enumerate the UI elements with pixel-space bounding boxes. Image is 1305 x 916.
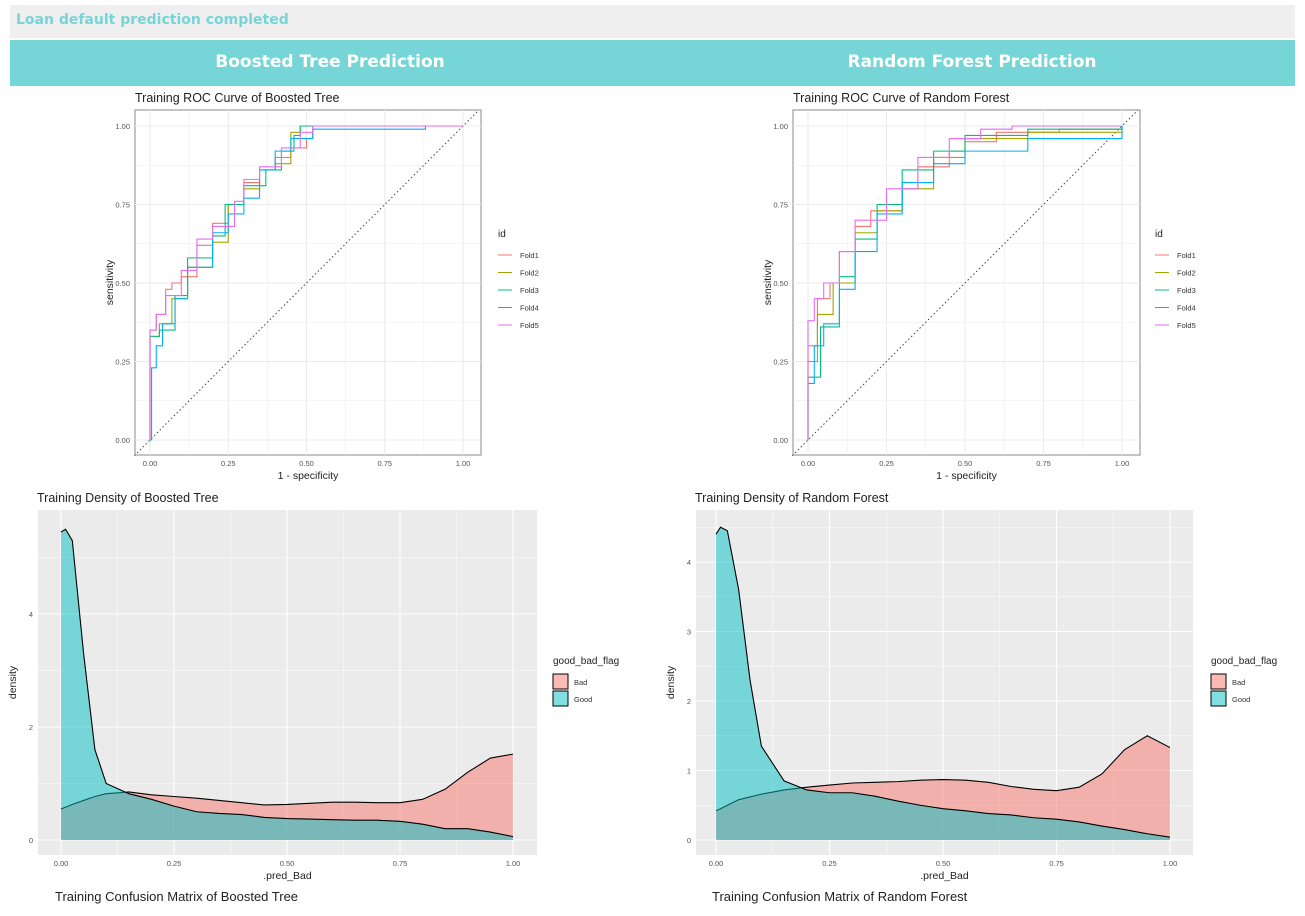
y-tick-label: 0.25 [773, 358, 788, 367]
y-tick-label: 0.50 [115, 279, 130, 288]
y-tick-label: 0.50 [773, 279, 788, 288]
section-header-bar: Boosted Tree Prediction Random Forest Pr… [10, 40, 1295, 86]
density-outline-good [60, 528, 514, 838]
legend-label: Fold3 [520, 286, 539, 295]
chart-title: Training Density of Random Forest [695, 491, 889, 505]
roc-line-fold4 [150, 125, 463, 441]
y-tick-label: 0.25 [115, 358, 130, 367]
x-tick-label: 0.00 [54, 859, 69, 868]
y-tick-label: 4 [29, 610, 33, 619]
x-tick-label: 0.50 [936, 859, 951, 868]
legend-key-bad [1210, 673, 1227, 690]
density-area-good [716, 527, 1170, 840]
x-tick-label: 1.00 [456, 459, 471, 468]
legend-label: Fold5 [1177, 321, 1196, 330]
y-tick-label: 2 [29, 723, 33, 732]
roc-line-fold3 [149, 125, 463, 440]
x-tick-label: 1.00 [1163, 859, 1178, 868]
x-tick-label: 0.00 [709, 859, 724, 868]
boosted-tree-header: Boosted Tree Prediction [215, 52, 445, 72]
y-tick-label: 0.00 [115, 436, 130, 445]
legend-key-good [552, 690, 569, 707]
x-tick-label: 0.75 [377, 459, 392, 468]
y-tick-label: 1 [687, 767, 691, 776]
x-axis-label: 1 - specificity [936, 470, 997, 482]
rf-confusion-title: Training Confusion Matrix of Random Fore… [712, 889, 968, 904]
x-tick-label: 0.25 [221, 459, 236, 468]
y-tick-label: 0.75 [115, 201, 130, 210]
roc-line-fold5 [807, 125, 1122, 440]
chart-title: Training ROC Curve of Boosted Tree [135, 91, 340, 105]
legend-label: Fold2 [520, 269, 539, 278]
chart-title: Training Density of Boosted Tree [37, 491, 219, 505]
y-tick-label: 0 [29, 836, 33, 845]
roc-line-fold4 [807, 126, 1123, 440]
x-axis-label: .pred_Bad [920, 870, 969, 882]
legend-label: Bad [1232, 678, 1245, 687]
y-tick-label: 0 [687, 836, 691, 845]
legend-title: id [1155, 229, 1163, 240]
legend-label: Fold5 [520, 321, 539, 330]
x-tick-label: 1.00 [1115, 459, 1130, 468]
x-tick-label: 0.50 [299, 459, 314, 468]
legend-title: id [498, 229, 506, 240]
x-tick-label: 0.00 [143, 459, 158, 468]
legend-label: Fold3 [1177, 286, 1196, 295]
y-axis-label: density [665, 665, 677, 699]
legend-label: Good [574, 695, 592, 704]
density-outline-good [715, 526, 1171, 838]
boosted-confusion-title: Training Confusion Matrix of Boosted Tre… [55, 889, 299, 904]
chart-title: Training ROC Curve of Random Forest [793, 91, 1010, 105]
legend-title: good_bad_flag [1211, 656, 1277, 667]
x-tick-label: 1.00 [506, 859, 521, 868]
legend-label: Fold1 [1177, 251, 1196, 260]
x-tick-label: 0.25 [879, 459, 894, 468]
y-tick-label: 4 [687, 558, 691, 567]
y-tick-label: 1.00 [773, 122, 788, 131]
legend-label: Bad [574, 678, 587, 687]
y-tick-label: 3 [687, 628, 691, 637]
y-axis-label: sensitivity [104, 259, 116, 305]
legend-title: good_bad_flag [553, 656, 619, 667]
legend-label: Fold4 [520, 304, 539, 313]
x-tick-label: 0.75 [1049, 859, 1064, 868]
legend-key-bad [552, 673, 569, 690]
diagonal-reference-line [133, 109, 480, 457]
x-tick-label: 0.00 [801, 459, 816, 468]
random-forest-header: Random Forest Prediction [847, 52, 1097, 72]
density-area-good [61, 529, 513, 840]
x-axis-label: .pred_Bad [263, 870, 312, 882]
roc-line-fold2 [807, 126, 1123, 440]
y-axis-label: density [7, 665, 19, 699]
y-axis-label: sensitivity [762, 259, 774, 305]
status-bar: Loan default prediction completed [10, 5, 1295, 38]
x-axis-label: 1 - specificity [278, 470, 339, 482]
roc-line-fold5 [149, 125, 463, 440]
x-tick-label: 0.75 [393, 859, 408, 868]
x-tick-label: 0.50 [280, 859, 295, 868]
legend-label: Fold2 [1177, 269, 1196, 278]
legend-label: Good [1232, 695, 1250, 704]
x-tick-label: 0.75 [1036, 459, 1051, 468]
y-tick-label: 0.00 [773, 436, 788, 445]
legend-label: Fold4 [1177, 304, 1196, 313]
legend-label: Fold1 [520, 251, 539, 260]
legend-key-good [1210, 690, 1227, 707]
y-tick-label: 0.75 [773, 201, 788, 210]
x-tick-label: 0.25 [167, 859, 182, 868]
x-tick-label: 0.50 [958, 459, 973, 468]
status-text: Loan default prediction completed [16, 12, 289, 28]
x-tick-label: 0.25 [822, 859, 837, 868]
y-tick-label: 2 [687, 697, 691, 706]
diagonal-reference-line [791, 109, 1139, 457]
y-tick-label: 1.00 [115, 122, 130, 131]
